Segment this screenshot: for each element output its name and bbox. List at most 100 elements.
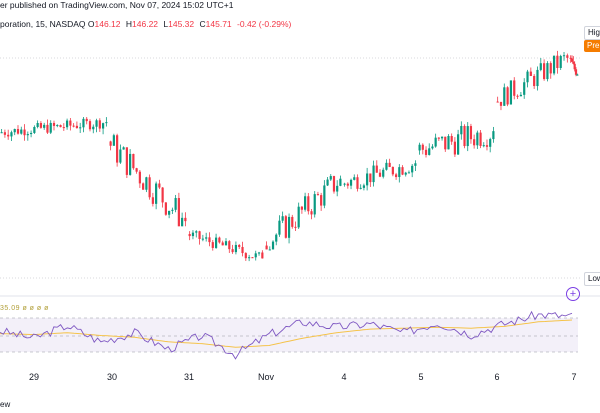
candle-body	[287, 216, 291, 238]
candle-body	[191, 232, 195, 237]
candle-body	[265, 245, 268, 250]
candle-body	[241, 246, 244, 254]
x-tick-label: 7	[571, 372, 577, 382]
candle-body	[122, 147, 125, 150]
candle-body	[346, 183, 349, 186]
candle-body	[573, 63, 576, 70]
high-value: 146.22	[132, 19, 159, 29]
candle-body	[489, 139, 492, 147]
candle-body	[234, 244, 238, 253]
published-line: er published on TradingView.com, Nov 07,…	[0, 0, 234, 10]
candle-body	[519, 94, 522, 97]
candle-body	[398, 167, 401, 178]
candle-body	[559, 55, 562, 68]
candle-body	[570, 58, 574, 62]
high-key: H	[125, 19, 133, 29]
candle-body	[211, 242, 214, 248]
candle-body	[457, 134, 460, 155]
candle-body	[503, 87, 506, 106]
x-tick-label: 30	[106, 372, 118, 382]
candle-body	[79, 127, 82, 129]
rsi-band	[0, 318, 578, 352]
candle-body	[248, 257, 251, 259]
candle-body	[109, 141, 112, 146]
candle-body	[188, 234, 191, 237]
candle-body	[300, 206, 303, 210]
candle-body	[52, 122, 56, 126]
candle-body	[88, 121, 92, 130]
candle-body	[23, 129, 26, 136]
close-value: 145.71	[205, 19, 232, 29]
rsi-line	[0, 310, 573, 360]
candle-body	[10, 132, 13, 137]
candle-body	[75, 125, 79, 129]
candle-body	[556, 55, 559, 68]
candle-body	[411, 165, 414, 173]
candle-body	[98, 120, 101, 129]
plus-circle-icon[interactable]: +	[566, 287, 580, 301]
candle-body	[181, 217, 184, 227]
candle-body	[218, 237, 221, 243]
candle-body	[148, 177, 151, 198]
candle-body	[112, 135, 115, 146]
candle-body	[257, 252, 261, 254]
candle-body	[275, 234, 278, 242]
time-axis: 29 30 31 Nov 4 5 6 7	[0, 372, 600, 386]
candle-body	[7, 134, 10, 137]
ohlc-legend: poration, 15, NASDAQ O146.12 H146.22 L14…	[0, 18, 291, 30]
candle-body	[116, 135, 119, 163]
candle-body	[421, 144, 424, 150]
candle-body	[13, 129, 16, 133]
candle-body	[36, 123, 39, 127]
candle-body	[174, 198, 177, 210]
candle-body	[450, 136, 453, 142]
candle-body	[496, 101, 499, 103]
candle-body	[92, 126, 95, 130]
candle-body	[388, 162, 391, 168]
candle-body	[362, 185, 366, 188]
candle-body	[304, 196, 307, 210]
x-tick-label: 4	[341, 372, 347, 382]
candle-body	[385, 162, 388, 170]
candle-body	[492, 131, 495, 140]
candle-body	[401, 167, 404, 175]
candle-body	[431, 146, 434, 149]
candle-body	[26, 134, 29, 136]
candle-body	[95, 120, 98, 127]
candle-body	[499, 101, 503, 106]
candle-body	[320, 195, 323, 206]
candle-body	[231, 249, 234, 253]
candle-body	[261, 252, 264, 259]
candle-body	[214, 237, 218, 248]
candle-body	[343, 183, 346, 185]
candle-body	[447, 136, 450, 150]
candle-body	[3, 132, 7, 135]
candle-body	[164, 202, 167, 215]
candle-body	[69, 120, 72, 126]
low-price-tag: Low	[584, 272, 600, 286]
candle-body	[119, 149, 122, 163]
candle-body	[184, 217, 187, 222]
candle-body	[546, 63, 549, 80]
footer-text: ew	[0, 400, 11, 409]
candle-body	[572, 61, 575, 64]
candle-body	[310, 211, 313, 215]
candle-body	[161, 187, 164, 203]
candle-body	[297, 206, 300, 228]
candle-body	[336, 185, 339, 192]
candle-body	[476, 132, 479, 146]
candle-body	[418, 144, 421, 151]
candle-body	[49, 122, 52, 133]
change-value: -0.42 (-0.29%)	[237, 19, 292, 29]
candle-body	[356, 177, 359, 189]
candle-body	[394, 174, 398, 178]
candle-body	[208, 237, 211, 243]
candle-body	[332, 176, 336, 192]
x-tick-label: Nov	[257, 372, 275, 382]
candle-body	[65, 120, 69, 128]
candle-body	[221, 242, 224, 246]
candle-body	[526, 71, 529, 83]
candle-body	[85, 118, 88, 122]
candle-body	[268, 249, 271, 251]
